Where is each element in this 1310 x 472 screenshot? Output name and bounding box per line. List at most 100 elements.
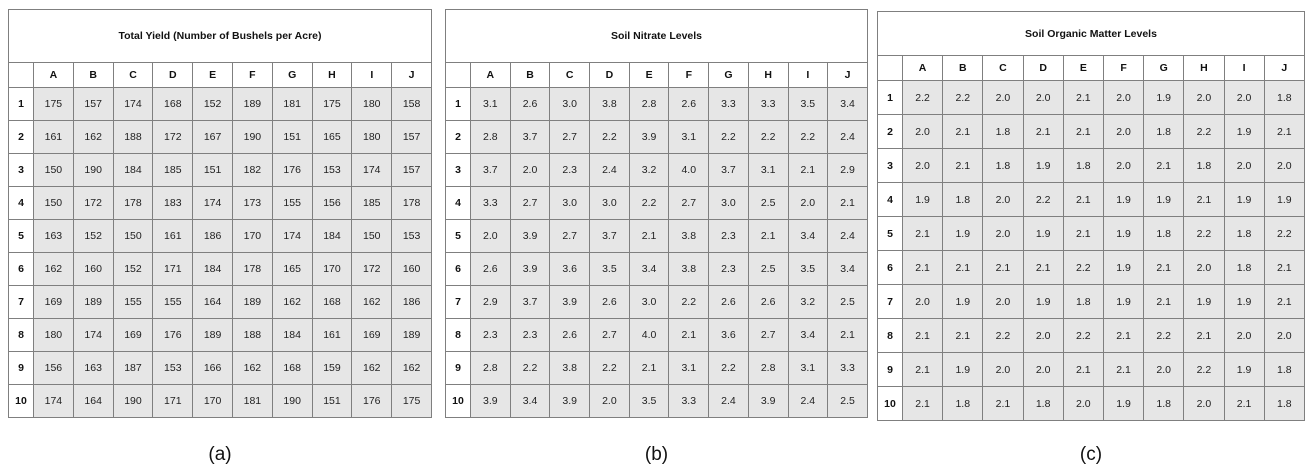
- table-cell: 2.6: [549, 318, 591, 352]
- table-cell: 2.0: [1143, 352, 1185, 387]
- row-header: 10: [877, 386, 903, 421]
- table-cell: 163: [33, 219, 74, 253]
- table-cell: 2.7: [549, 219, 591, 253]
- table-cell: 1.9: [1223, 352, 1265, 387]
- table-cell: 2.6: [470, 252, 511, 286]
- table-cell: 175: [391, 384, 432, 418]
- table-cell: 3.3: [827, 351, 868, 385]
- table-cell: 2.0: [1102, 114, 1145, 149]
- table-cell: 1.9: [1022, 216, 1064, 251]
- table-cell: 168: [271, 351, 313, 385]
- table-cell: 2.0: [1263, 318, 1306, 353]
- row-header: 6: [445, 252, 471, 286]
- row-header: 10: [8, 384, 34, 418]
- table-cell: 2.7: [747, 318, 789, 352]
- table-cell: 174: [192, 186, 233, 220]
- row-header: 5: [877, 216, 903, 251]
- table-row: 9 2.1 1.9 2.0 2.0 2.1 2.1 2.0 2.2 1.9 1.8: [877, 352, 1306, 387]
- row-header: 2: [877, 114, 903, 149]
- panel-caption: (a): [208, 444, 232, 465]
- table-cell: 2.1: [982, 386, 1024, 421]
- table-cell: 1.8: [1263, 386, 1306, 421]
- table-cell: 153: [391, 219, 432, 253]
- table-row: 7 2.0 1.9 2.0 1.9 1.8 1.9 2.1 1.9 1.9 2.1: [877, 284, 1306, 319]
- table-cell: 176: [351, 384, 393, 418]
- row-header: 6: [877, 250, 903, 285]
- table-cell: 2.0: [1183, 250, 1225, 285]
- table-cell: 2.2: [942, 80, 984, 115]
- table-row: 10 3.9 3.4 3.9 2.0 3.5 3.3 2.4 3.9 2.4 2.5: [445, 384, 868, 418]
- table-cell: 2.1: [1062, 80, 1104, 115]
- table-cell: 170: [311, 252, 353, 286]
- table-cell: 185: [351, 186, 393, 220]
- table-cell: 175: [33, 87, 74, 121]
- row-header: 10: [445, 384, 471, 418]
- row-header: 5: [8, 219, 34, 253]
- table-cell: 161: [152, 219, 194, 253]
- table-cell: 2.0: [982, 80, 1024, 115]
- table-cell: 151: [311, 384, 353, 418]
- panel-caption: (c): [1079, 444, 1103, 465]
- table-cell: 2.1: [1102, 352, 1145, 387]
- table-cell: 2.0: [982, 284, 1024, 319]
- table-cell: 190: [271, 384, 313, 418]
- table-cell: 1.8: [1263, 352, 1306, 387]
- table-cell: 3.1: [747, 153, 789, 187]
- table-cell: 2.2: [589, 120, 630, 154]
- table-cell: 2.1: [901, 318, 944, 353]
- table-cell: 2.8: [470, 120, 511, 154]
- table-cell: 2.1: [827, 318, 868, 352]
- table-cell: 1.9: [942, 284, 984, 319]
- column-header: C: [549, 62, 591, 88]
- table-cell: 186: [192, 219, 233, 253]
- panel-caption: (b): [644, 444, 669, 465]
- table-cell: 2.0: [901, 114, 944, 149]
- table-cell: 3.4: [509, 384, 551, 418]
- column-header: J: [391, 62, 432, 88]
- table-title: Total Yield (Number of Bushels per Acre): [8, 9, 432, 63]
- table-cell: 150: [33, 186, 74, 220]
- table-cell: 1.8: [1062, 284, 1104, 319]
- table-cell: 2.2: [747, 120, 789, 154]
- table-cell: 2.2: [982, 318, 1024, 353]
- table-cell: 2.2: [1183, 114, 1225, 149]
- column-header: G: [271, 62, 313, 88]
- table-cell: 1.9: [1102, 216, 1145, 251]
- table-cell: 2.1: [1263, 284, 1306, 319]
- table-cell: 2.1: [1143, 284, 1185, 319]
- row-header: 2: [445, 120, 471, 154]
- table-cell: 178: [112, 186, 154, 220]
- column-header: D: [152, 62, 194, 88]
- table-cell: 170: [231, 219, 273, 253]
- table-row: 6 2.6 3.9 3.6 3.5 3.4 3.8 2.3 2.5 3.5 3.4: [445, 252, 868, 286]
- table-cell: 3.4: [787, 219, 829, 253]
- table-cell: 3.9: [549, 384, 591, 418]
- table-cell: 1.9: [942, 352, 984, 387]
- table-cell: 162: [33, 252, 74, 286]
- row-header: 4: [877, 182, 903, 217]
- table-cell: 3.3: [470, 186, 511, 220]
- table-cell: 1.8: [982, 148, 1024, 183]
- table-cell: 2.2: [628, 186, 670, 220]
- table-cell: 189: [231, 87, 273, 121]
- table-cell: 3.9: [509, 252, 551, 286]
- table-cell: 156: [33, 351, 74, 385]
- row-header: 8: [445, 318, 471, 352]
- table-cell: 2.9: [470, 285, 511, 319]
- table-cell: 3.8: [668, 252, 710, 286]
- table-cell: 2.4: [787, 384, 829, 418]
- table-cell: 1.8: [1062, 148, 1104, 183]
- table-cell: 1.9: [1102, 182, 1145, 217]
- table-cell: 171: [152, 384, 194, 418]
- table-cell: 3.8: [589, 87, 630, 121]
- table-cell: 3.9: [509, 219, 551, 253]
- table-cell: 2.1: [1062, 216, 1104, 251]
- table-cell: 190: [112, 384, 154, 418]
- table-cell: 1.9: [1223, 114, 1265, 149]
- table-cell: 2.1: [1062, 114, 1104, 149]
- yield-table: Total Yield (Number of Bushels per Acre)…: [8, 9, 432, 418]
- corner-cell: [8, 62, 34, 88]
- table-row: 8 180 174 169 176 189 188 184 161 169 189: [8, 318, 432, 352]
- table-cell: 2.1: [1223, 386, 1265, 421]
- table-cell: 185: [152, 153, 194, 187]
